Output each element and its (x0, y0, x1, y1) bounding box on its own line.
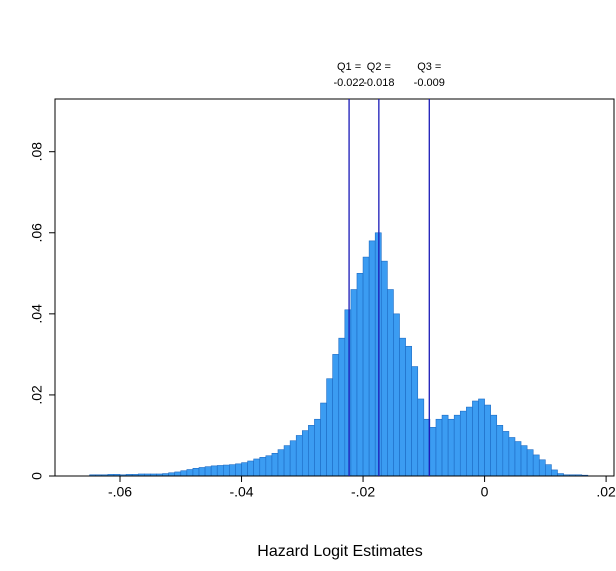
bar (308, 425, 315, 477)
quartile-label: Q3 = (417, 61, 441, 73)
bar (356, 273, 364, 477)
x-tick-label: -.06 (108, 484, 132, 500)
bar (532, 454, 540, 477)
bar (332, 354, 340, 477)
bar (301, 430, 309, 477)
bar (350, 289, 358, 477)
bar (216, 465, 224, 477)
bar (368, 240, 376, 477)
bar (253, 458, 261, 477)
bar (472, 400, 479, 477)
x-tick-label: 0 (481, 484, 489, 500)
quartile-label: -0.009 (414, 77, 445, 89)
bar (295, 435, 303, 477)
bar (283, 445, 291, 477)
bar (447, 418, 455, 477)
y-tick-label: .02 (29, 385, 45, 405)
bar (314, 418, 321, 477)
bar (186, 469, 194, 477)
bar (502, 431, 510, 477)
bar (174, 471, 182, 477)
bar (247, 460, 254, 477)
x-tick-label: .02 (596, 484, 616, 500)
bar (362, 256, 370, 477)
bar (508, 437, 516, 477)
bar (496, 425, 504, 477)
bar (338, 337, 346, 477)
plot-frame (54, 98, 615, 477)
bar (235, 463, 242, 477)
bar (393, 313, 400, 477)
bar (405, 345, 412, 477)
bar (478, 398, 485, 477)
bar (490, 414, 498, 477)
bar (453, 414, 461, 477)
bar (192, 467, 200, 477)
bar (198, 467, 206, 477)
bar (435, 418, 443, 477)
bar (241, 462, 248, 477)
y-tick-label: 0 (29, 472, 45, 480)
bar (484, 404, 491, 477)
bar (538, 459, 546, 477)
bar (441, 414, 449, 477)
bar (265, 455, 273, 477)
bar (551, 469, 558, 477)
bar (545, 464, 552, 477)
x-tick-label: -.02 (351, 484, 375, 500)
bar (514, 441, 522, 477)
bar (411, 366, 419, 477)
quartile-label: -0.018 (363, 77, 394, 89)
bar (259, 457, 267, 477)
y-tick-label: .06 (29, 223, 45, 243)
bar (526, 449, 534, 477)
bar (289, 440, 297, 477)
bar (387, 289, 394, 477)
bar (344, 309, 352, 477)
bar (229, 464, 236, 477)
bar (459, 410, 467, 477)
bar (520, 445, 528, 477)
bar (380, 260, 388, 477)
bar (204, 466, 212, 477)
y-tick-label: .04 (29, 304, 45, 324)
bar (417, 398, 425, 477)
quartile-label: -0.022 (333, 77, 364, 89)
quartile-label: Q2 = (367, 61, 391, 73)
bar (429, 427, 437, 477)
bar (210, 465, 218, 477)
x-tick-label: -.04 (229, 484, 253, 500)
bar (180, 470, 188, 477)
bar (277, 449, 285, 477)
quartile-label: Q1 = (337, 61, 361, 73)
bar (466, 406, 473, 477)
bar (223, 464, 230, 477)
bar (326, 378, 333, 477)
y-tick-label: .08 (29, 142, 45, 162)
bar (320, 402, 327, 477)
bar (271, 452, 279, 477)
x-axis-title: Hazard Logit Estimates (257, 543, 422, 560)
bar (399, 337, 406, 477)
